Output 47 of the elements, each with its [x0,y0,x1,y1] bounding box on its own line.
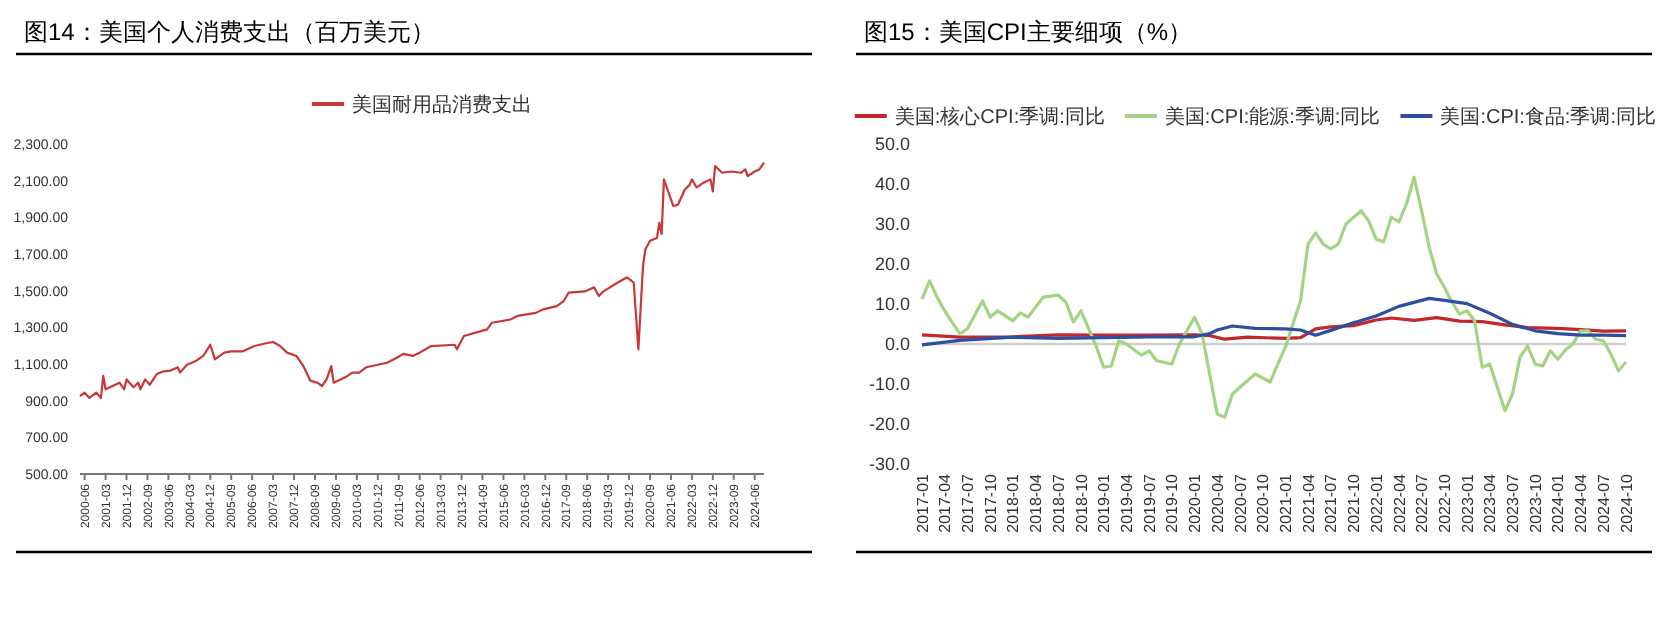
y-tick-label: -30.0 [868,454,910,475]
legend-label: 美国耐用品消费支出 [352,93,532,117]
legend-label: 美国:CPI:能源:季调:同比 [1164,105,1381,129]
x-tick-label: 2021-10 [1345,472,1364,533]
y-tick-label: 30.0 [874,214,910,235]
x-tick-label: 2021-01 [1276,472,1295,533]
x-tick-label: 2022-07 [1413,472,1432,533]
chart-title: 图14：美国个人消费支出（百万美元） [24,18,435,46]
y-tick-label: 50.0 [874,134,910,155]
x-tick-label: 2023-01 [1458,472,1477,533]
x-tick-label: 2019-10 [1163,472,1182,533]
x-tick-label: 2019-04 [1117,472,1136,533]
x-tick-label: 2022-04 [1390,472,1409,533]
x-tick-label: 2019-07 [1140,472,1159,533]
x-tick-label: 2017-01 [913,472,932,533]
y-tick-label: -10.0 [868,374,910,395]
x-tick-label: 2023-07 [1504,472,1523,533]
x-tick-label: 2023-04 [1481,472,1500,533]
chart-title: 图15：美国CPI主要细项（%） [864,18,1193,46]
x-tick-label: 2019-01 [1095,472,1114,533]
legend-label: 美国:CPI:食品:季调:同比 [1440,105,1656,129]
y-tick-label: -20.0 [868,414,910,435]
y-tick-label: 10.0 [874,294,910,315]
x-tick-label: 2020-07 [1231,472,1250,533]
x-tick-label: 2023-10 [1526,472,1545,533]
legend-label: 美国:核心CPI:季调:同比 [894,105,1105,129]
x-tick-label: 2024-04 [1572,472,1591,533]
x-tick-label: 2018-07 [1049,472,1068,533]
x-tick-label: 2021-04 [1299,472,1318,533]
x-tick-label: 2018-04 [1027,472,1046,533]
x-tick-label: 2024-10 [1617,472,1636,533]
x-tick-label: 2017-04 [936,472,955,533]
x-tick-label: 2020-04 [1208,472,1227,533]
x-tick-label: 2024-07 [1594,472,1613,533]
x-tick-label: 2020-01 [1186,472,1205,533]
x-tick-label: 2022-01 [1367,472,1386,533]
y-tick-label: 20.0 [874,254,910,275]
x-tick-label: 2017-10 [981,472,1000,533]
x-tick-label: 2018-10 [1072,472,1091,533]
x-tick-label: 2022-10 [1435,472,1454,533]
y-tick-label: 40.0 [874,174,910,195]
x-tick-label: 2017-07 [959,472,978,533]
y-tick-label: 0.0 [884,334,910,355]
x-tick-label: 2021-07 [1322,472,1341,533]
x-tick-label: 2020-10 [1254,472,1273,533]
x-tick-label: 2018-01 [1004,472,1023,533]
x-tick-label: 2024-01 [1549,472,1568,533]
